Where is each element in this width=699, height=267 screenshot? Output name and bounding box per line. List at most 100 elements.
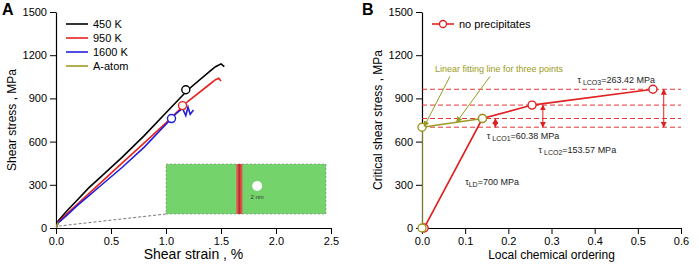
- legend-entry: 450 K: [66, 18, 122, 30]
- legend-swatch: [66, 65, 88, 67]
- y-tick: 300: [29, 179, 56, 191]
- x-tick-mark: [681, 228, 682, 234]
- legend-entry: 1600 K: [66, 46, 129, 58]
- x-tick: 0.5: [631, 228, 646, 247]
- annotation-arrow: [424, 76, 450, 126]
- y-tick-mark: [50, 98, 56, 99]
- panel-title: B: [362, 1, 374, 18]
- x-tick-label: 2.0: [269, 235, 284, 247]
- annotation-arrow: [457, 76, 490, 122]
- x-axis: 0.0 0.5 1.0 1.5 2.0 2.5: [49, 228, 339, 247]
- critical-point: [182, 86, 190, 94]
- plot-area: [56, 64, 224, 228]
- y-tick-label: 600: [29, 136, 47, 148]
- x-tick: 0.4: [588, 228, 603, 247]
- x-tick-label: 0.3: [544, 235, 559, 247]
- inset-stripe-core: [238, 164, 240, 214]
- annotation: τ LCO2=153.57 MPa: [539, 145, 617, 156]
- legend: 450 K950 K1600 KA-atom: [66, 18, 129, 72]
- x-tick: 1.0: [159, 228, 174, 247]
- y-tick: 600: [29, 136, 56, 148]
- legend: no precipitates: [432, 18, 531, 30]
- x-tick-label: 0.2: [501, 235, 516, 247]
- point-marker: [478, 115, 486, 123]
- marker-layer: [168, 86, 190, 123]
- panel-title: A: [2, 1, 14, 18]
- y-tick-label: 1200: [23, 49, 47, 61]
- x-axis: 0.00.10.20.30.40.50.6: [415, 228, 689, 247]
- point-marker: [528, 101, 536, 109]
- y-tick-mark: [50, 55, 56, 56]
- x-tick-label: 0.0: [49, 235, 64, 247]
- plot-area: [422, 89, 681, 228]
- annotation-part: =700 MPa: [478, 177, 519, 187]
- y-tick-label: 900: [395, 92, 413, 104]
- y-tick-mark: [416, 185, 422, 186]
- legend-entry: 950 K: [66, 32, 122, 44]
- y-tick-label: 900: [29, 92, 47, 104]
- legend-marker: [440, 21, 447, 28]
- y-tick: 1500: [23, 6, 56, 18]
- y-tick: 1200: [389, 49, 422, 61]
- legend-label: 950 K: [93, 32, 122, 44]
- y-tick: 1200: [23, 49, 56, 61]
- x-tick-mark: [56, 228, 57, 234]
- x-tick-label: 2.5: [324, 235, 339, 247]
- y-tick-mark: [416, 55, 422, 56]
- legend-label: no precipitates: [459, 18, 531, 30]
- inset-label: 2 nm: [251, 194, 264, 200]
- reference-line: [422, 118, 681, 119]
- series-line: [422, 119, 482, 228]
- y-tick: 1500: [389, 6, 422, 18]
- x-tick-mark: [221, 228, 222, 234]
- legend-swatch: [66, 51, 88, 53]
- y-tick: 900: [395, 92, 422, 104]
- y-tick: 600: [395, 136, 422, 148]
- annotation: τ LCO3=263.42 MPa: [577, 75, 655, 86]
- annotation: τLD=700 MPa: [465, 177, 519, 188]
- y-tick-mark: [50, 142, 56, 143]
- legend-label: 450 K: [93, 18, 122, 30]
- reference-line: [422, 127, 681, 128]
- series-line: [56, 107, 194, 228]
- y-tick-label: 1500: [23, 6, 47, 18]
- y-tick-label: 1500: [389, 6, 413, 18]
- x-tick-mark: [111, 228, 112, 234]
- y-tick-label: 600: [395, 136, 413, 148]
- y-tick-mark: [50, 12, 56, 13]
- annotation-part: LCO2: [542, 149, 562, 156]
- x-tick-mark: [276, 228, 277, 234]
- y-tick-label: 300: [395, 179, 413, 191]
- x-tick-label: 0.5: [104, 235, 119, 247]
- annotation-arrow: [495, 119, 496, 128]
- legend-swatch: [66, 37, 88, 39]
- y-tick-mark: [50, 228, 56, 229]
- annotation-part: LCO1: [490, 135, 510, 142]
- annotation-part: LD: [469, 181, 478, 188]
- point-marker: [478, 115, 486, 123]
- x-tick: 0.0: [49, 228, 64, 247]
- series-line: [424, 89, 653, 228]
- x-tick: 2.5: [324, 228, 339, 247]
- inset-frame: [166, 164, 326, 214]
- x-tick: 1.5: [214, 228, 229, 247]
- x-tick: 0.6: [674, 228, 689, 247]
- x-tick-label: 0.1: [458, 235, 473, 247]
- annotation-part: =60.38 MPa: [511, 131, 560, 141]
- x-tick-mark: [465, 228, 466, 234]
- x-tick-mark: [508, 228, 509, 234]
- critical-point: [168, 115, 176, 123]
- y-tick-mark: [416, 98, 422, 99]
- y-axis: 030060090012001500: [389, 6, 423, 234]
- inset-leader: [59, 214, 166, 226]
- x-axis-title: Shear strain , %: [144, 246, 244, 262]
- x-tick-mark: [331, 228, 332, 234]
- legend-label: 1600 K: [93, 46, 129, 58]
- inset-void: [252, 181, 262, 191]
- x-tick-mark: [638, 228, 639, 234]
- reference-line: [422, 105, 681, 106]
- x-tick-mark: [166, 228, 167, 234]
- x-axis-line: [57, 228, 332, 229]
- y-tick-label: 0: [41, 222, 47, 234]
- annotation-part: =153.57 MPa: [562, 145, 616, 155]
